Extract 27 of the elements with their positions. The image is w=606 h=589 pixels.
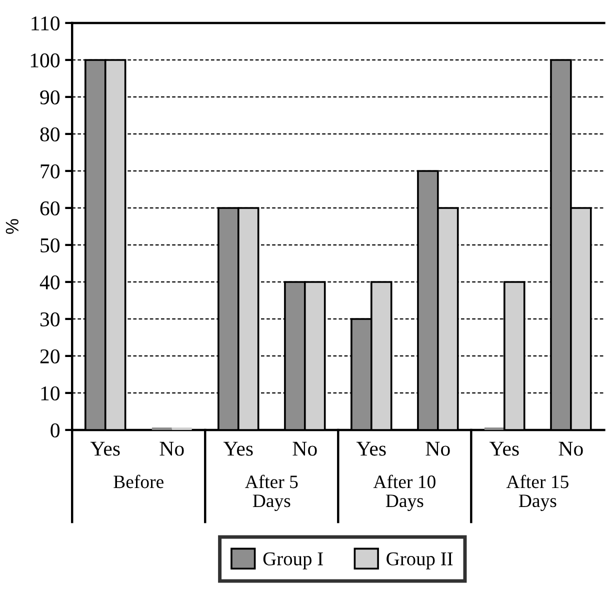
y-tick-label: 80 [40, 127, 60, 142]
text: After 10 Days [373, 474, 436, 512]
y-tick-label: 100 [30, 53, 60, 68]
x-tick-label: Yes [489, 442, 519, 456]
legend-label: Group II [386, 552, 453, 570]
x-tick-label: No [160, 442, 184, 456]
y-tick-label: 30 [40, 312, 60, 326]
text: After 15 Days [506, 474, 568, 512]
y-axis-title: % [6, 219, 18, 234]
legend-label: Group I [263, 552, 323, 570]
y-tick-label: 40 [40, 275, 60, 290]
x-tick-label: Yes [90, 442, 120, 456]
x-tick-label: Yes [223, 442, 253, 456]
text: Before [114, 474, 164, 488]
y-tick-label: 0 [50, 423, 60, 438]
x-tick-label: Yes [356, 442, 386, 456]
y-tick-label: 20 [40, 349, 60, 364]
y-tick-label: 10 [41, 386, 60, 400]
x-tick-label: No [426, 442, 450, 456]
text: After 5 Days [245, 474, 298, 512]
y-tick-label: 90 [40, 90, 60, 104]
y-tick-label: 60 [40, 201, 60, 216]
y-tick-label: 50 [40, 238, 60, 252]
y-tick-label: 70 [40, 164, 60, 178]
x-tick-label: No [558, 442, 583, 456]
y-tick-label: 110 [32, 16, 60, 30]
x-tick-label: No [292, 442, 317, 456]
